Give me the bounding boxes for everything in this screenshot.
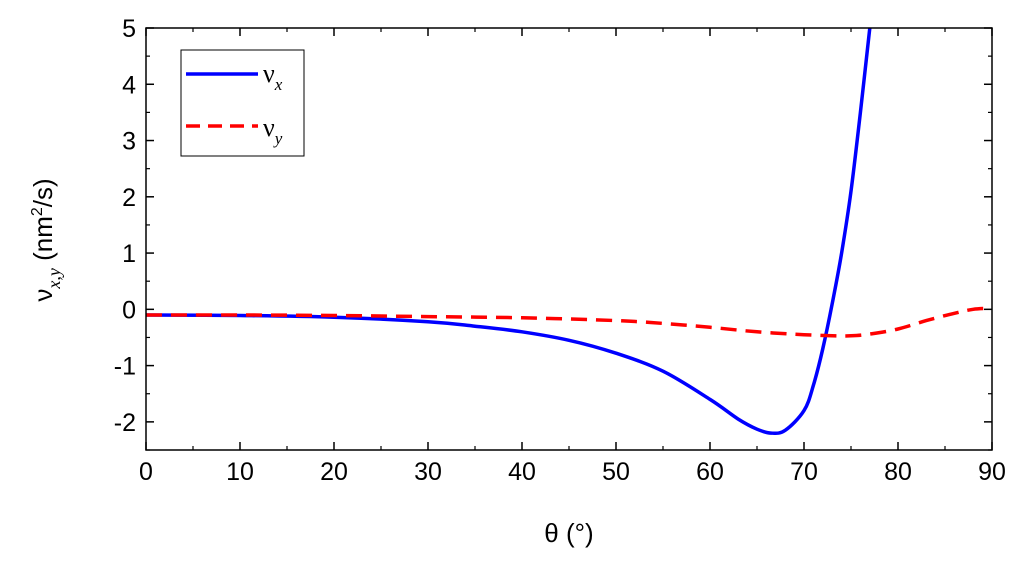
y-tick-label: 1: [122, 240, 136, 268]
y-tick-label: 0: [122, 296, 136, 324]
y-tick-label: -1: [114, 353, 136, 381]
legend: νx νy: [180, 49, 305, 157]
y-tick-label: -2: [114, 409, 136, 437]
series-line-ν-x: [146, 28, 872, 436]
series-line-ν-y: [146, 306, 992, 338]
y-axis-title-unit-power: 2: [29, 207, 46, 216]
y-tick-label: 5: [122, 15, 136, 43]
legend-label-vx: νx: [263, 59, 283, 94]
y-axis-title-unit: (nm: [28, 216, 58, 261]
x-tick-label: 20: [320, 458, 348, 486]
x-tick-label: 0: [139, 458, 153, 486]
y-axis-title-subscript: x,y: [44, 268, 64, 289]
y-axis-title-symbol: ν: [28, 289, 58, 302]
x-axis-ticks: 0 10 20 30 40 50 60 70 80 90: [139, 28, 1006, 486]
y-axis-ticks: -2 -1 0 1 2 3 4 5: [114, 15, 992, 451]
x-tick-label: 60: [696, 458, 724, 486]
x-tick-label: 90: [978, 458, 1006, 486]
y-axis-title-unit-suffix: /s): [28, 178, 58, 207]
y-tick-label: 3: [122, 128, 136, 156]
x-tick-label: 40: [508, 458, 536, 486]
series-lines: [146, 28, 992, 436]
y-tick-label: 4: [122, 71, 136, 99]
y-axis-title: νx,y (nm2/s): [28, 178, 64, 301]
x-tick-label: 80: [884, 458, 912, 486]
x-tick-label: 30: [414, 458, 442, 486]
x-tick-label: 70: [790, 458, 818, 486]
legend-box: [180, 49, 305, 157]
y-tick-label: 2: [122, 184, 136, 212]
x-tick-label: 50: [602, 458, 630, 486]
x-tick-label: 10: [226, 458, 254, 486]
legend-label-vy: νy: [263, 113, 283, 148]
x-axis-title: θ (°): [544, 518, 593, 548]
